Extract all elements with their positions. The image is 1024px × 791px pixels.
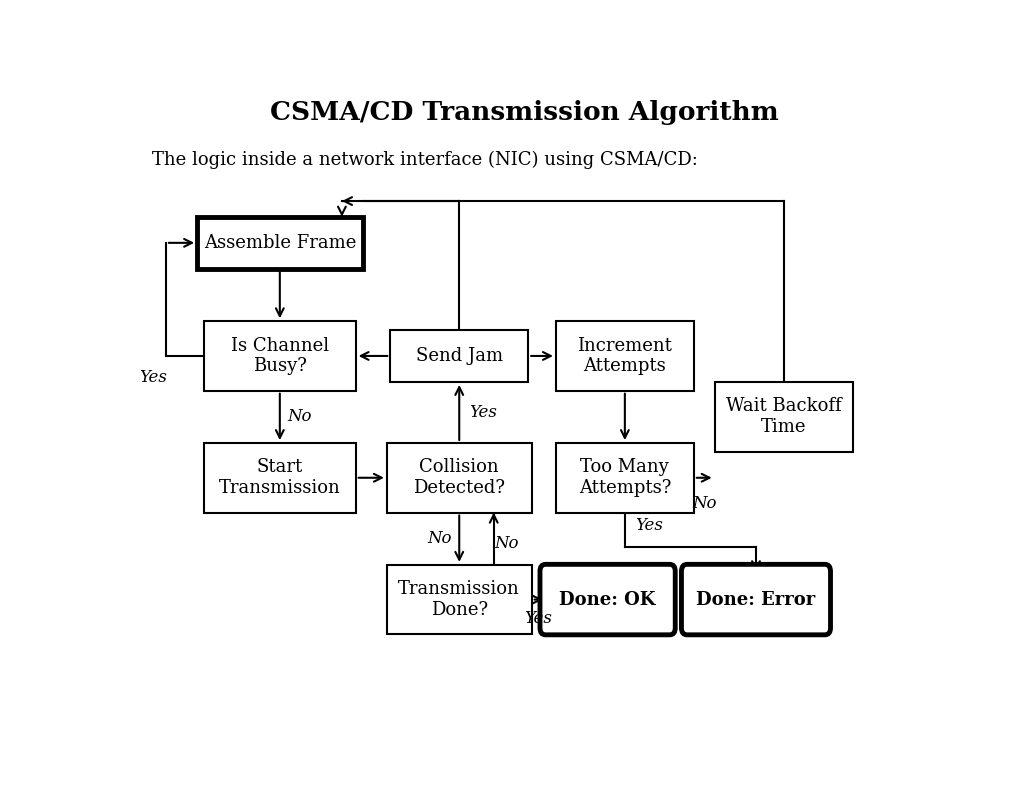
Text: Yes: Yes <box>469 404 498 421</box>
Text: No: No <box>287 408 311 426</box>
Text: Done: Error: Done: Error <box>696 591 815 608</box>
Text: No: No <box>428 530 453 547</box>
Text: Yes: Yes <box>139 369 168 386</box>
FancyBboxPatch shape <box>204 321 355 391</box>
Text: Yes: Yes <box>524 610 553 627</box>
Text: Yes: Yes <box>635 517 663 534</box>
Text: No: No <box>494 535 518 551</box>
FancyBboxPatch shape <box>390 330 528 382</box>
Text: Done: OK: Done: OK <box>559 591 655 608</box>
Text: Assemble Frame: Assemble Frame <box>204 234 356 252</box>
Text: Increment
Attempts: Increment Attempts <box>578 336 673 376</box>
Text: Wait Backoff
Time: Wait Backoff Time <box>726 397 842 437</box>
FancyBboxPatch shape <box>556 321 694 391</box>
FancyBboxPatch shape <box>715 382 853 452</box>
FancyBboxPatch shape <box>540 564 675 635</box>
Text: No: No <box>692 495 717 513</box>
FancyBboxPatch shape <box>387 565 531 634</box>
Text: Transmission
Done?: Transmission Done? <box>398 580 520 619</box>
FancyBboxPatch shape <box>204 443 355 513</box>
Text: Start
Transmission: Start Transmission <box>219 458 341 498</box>
Text: Too Many
Attempts?: Too Many Attempts? <box>579 458 671 498</box>
Text: Collision
Detected?: Collision Detected? <box>414 458 505 498</box>
Text: The logic inside a network interface (NIC) using CSMA/CD:: The logic inside a network interface (NI… <box>153 151 698 169</box>
FancyBboxPatch shape <box>387 443 531 513</box>
FancyBboxPatch shape <box>681 564 830 635</box>
FancyBboxPatch shape <box>556 443 694 513</box>
Text: CSMA/CD Transmission Algorithm: CSMA/CD Transmission Algorithm <box>270 100 779 125</box>
FancyBboxPatch shape <box>197 217 362 269</box>
Text: Is Channel
Busy?: Is Channel Busy? <box>230 336 329 376</box>
Text: Send Jam: Send Jam <box>416 347 503 365</box>
